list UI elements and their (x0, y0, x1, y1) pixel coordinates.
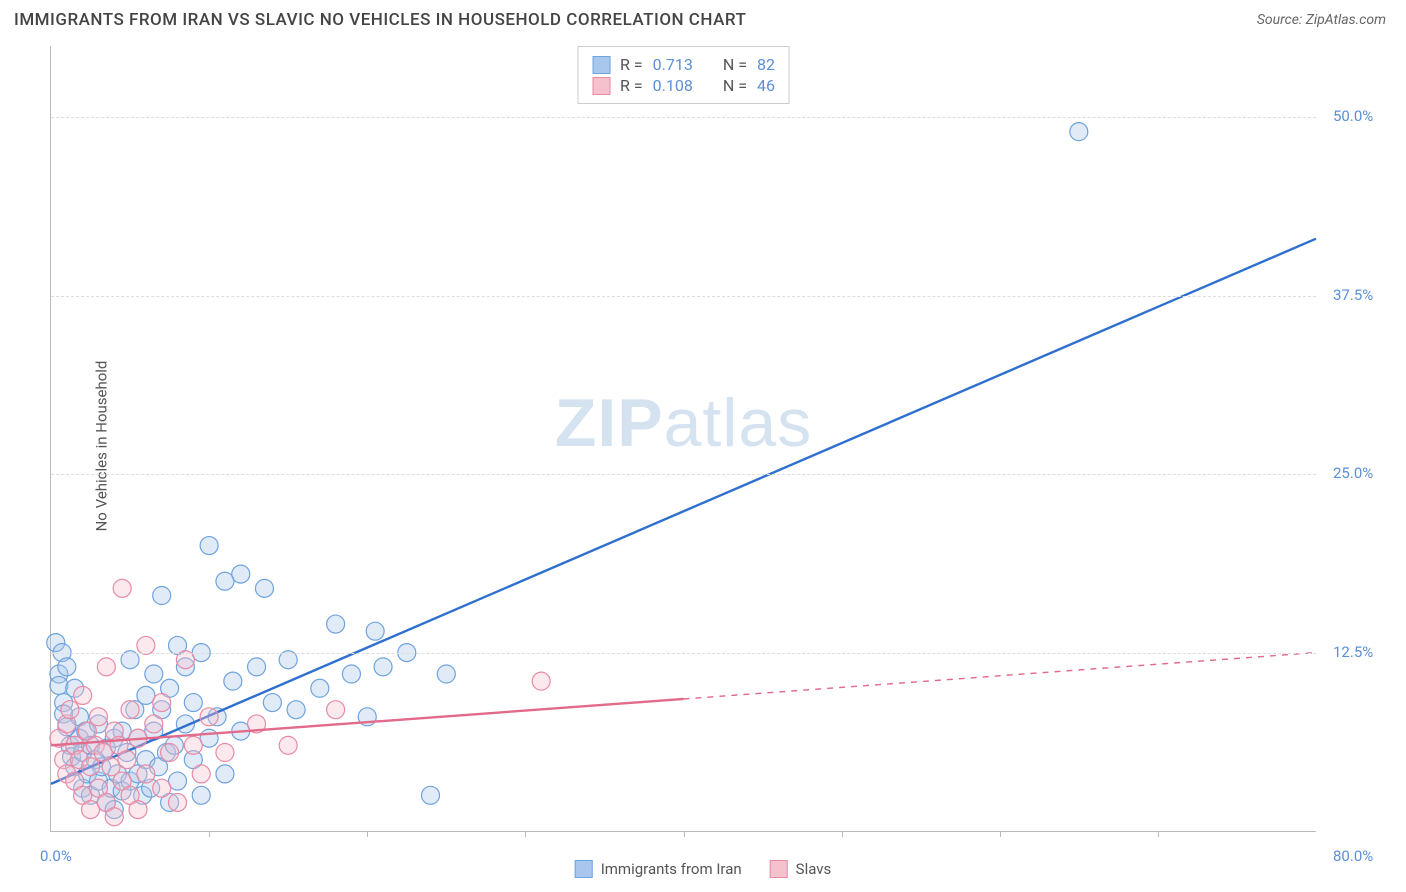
x-tick (209, 831, 210, 837)
regression-line-dashed-slavs (684, 653, 1317, 699)
r-label: R = (620, 55, 643, 74)
n-label: N = (723, 76, 747, 95)
x-min-label: 0.0% (40, 847, 72, 865)
x-tick (842, 831, 843, 837)
x-tick (367, 831, 368, 837)
scatter-point-iran (200, 537, 218, 555)
scatter-point-iran (50, 676, 68, 694)
scatter-point-slavs (216, 744, 234, 762)
scatter-point-slavs (61, 701, 79, 719)
scatter-point-slavs (82, 758, 100, 776)
x-tick (525, 831, 526, 837)
legend-swatch-slavs (592, 77, 610, 95)
chart-title: IMMIGRANTS FROM IRAN VS SLAVIC NO VEHICL… (14, 10, 746, 30)
scatter-point-iran (287, 701, 305, 719)
gridline-h (51, 117, 1316, 118)
scatter-point-slavs (97, 658, 115, 676)
scatter-point-slavs (118, 751, 136, 769)
scatter-point-slavs (184, 736, 202, 754)
legend-item-iran: Immigrants from Iran (575, 860, 742, 878)
scatter-point-slavs (121, 701, 139, 719)
scatter-point-slavs (169, 793, 187, 811)
scatter-point-iran (58, 658, 76, 676)
r-label: R = (620, 76, 643, 95)
legend-stat-row-slavs: R = 0.108 N = 46 (592, 76, 775, 95)
x-tick (1000, 831, 1001, 837)
scatter-point-slavs (129, 801, 147, 819)
legend-swatch-slavs (770, 860, 788, 878)
scatter-point-iran (216, 765, 234, 783)
scatter-point-slavs (532, 672, 550, 690)
scatter-point-iran (327, 615, 345, 633)
legend-item-slavs: Slavs (770, 860, 832, 878)
gridline-h (51, 474, 1316, 475)
scatter-point-iran (366, 622, 384, 640)
scatter-point-iran (248, 658, 266, 676)
scatter-point-iran (263, 694, 281, 712)
scatter-point-iran (1070, 123, 1088, 141)
legend-swatch-iran (592, 56, 610, 74)
scatter-point-slavs (74, 686, 92, 704)
scatter-point-slavs (192, 765, 210, 783)
n-label: N = (723, 55, 747, 74)
scatter-point-iran (224, 672, 242, 690)
scatter-point-slavs (279, 736, 297, 754)
x-max-label: 80.0% (1333, 847, 1373, 865)
source-name: ZipAtlas.com (1306, 12, 1386, 28)
n-value-slavs: 46 (757, 76, 775, 95)
scatter-point-iran (192, 786, 210, 804)
scatter-point-iran (422, 786, 440, 804)
scatter-point-iran (437, 665, 455, 683)
scatter-point-slavs (89, 708, 107, 726)
scatter-point-iran (255, 579, 273, 597)
y-tick-label: 25.0% (1333, 464, 1373, 482)
legend-label-iran: Immigrants from Iran (601, 860, 742, 878)
scatter-point-slavs (153, 779, 171, 797)
scatter-point-slavs (105, 808, 123, 826)
legend-stats-box: R = 0.713 N = 82 R = 0.108 N = 46 (577, 46, 790, 104)
scatter-point-slavs (161, 744, 179, 762)
source-prefix: Source: (1257, 12, 1306, 28)
scatter-point-iran (311, 679, 329, 697)
legend-stat-row-iran: R = 0.713 N = 82 (592, 55, 775, 74)
plot-svg (51, 46, 1316, 831)
scatter-point-iran (232, 565, 250, 583)
scatter-point-iran (342, 665, 360, 683)
regression-line-iran (51, 239, 1316, 784)
source-attribution: Source: ZipAtlas.com (1257, 12, 1386, 28)
chart-plot-area: ZIPatlas R =0.713N =82R =0.108N =46 (50, 46, 1316, 832)
scatter-point-iran (153, 587, 171, 605)
scatter-point-iran (184, 694, 202, 712)
scatter-point-slavs (145, 715, 163, 733)
y-tick-label: 12.5% (1333, 643, 1373, 661)
scatter-point-slavs (113, 579, 131, 597)
x-tick (684, 831, 685, 837)
r-value-iran: 0.713 (653, 55, 693, 74)
y-tick-label: 37.5% (1333, 286, 1373, 304)
r-value-slavs: 0.108 (653, 76, 693, 95)
y-tick-label: 50.0% (1333, 107, 1373, 125)
gridline-h (51, 653, 1316, 654)
x-tick (1158, 831, 1159, 837)
legend-label-slavs: Slavs (796, 860, 832, 878)
gridline-h (51, 296, 1316, 297)
legend-swatch-iran (575, 860, 593, 878)
scatter-point-iran (374, 658, 392, 676)
scatter-point-slavs (200, 708, 218, 726)
scatter-point-slavs (153, 694, 171, 712)
legend-series: Immigrants from Iran Slavs (575, 860, 832, 878)
scatter-point-slavs (137, 765, 155, 783)
n-value-iran: 82 (757, 55, 775, 74)
scatter-point-slavs (327, 701, 345, 719)
scatter-point-iran (145, 665, 163, 683)
